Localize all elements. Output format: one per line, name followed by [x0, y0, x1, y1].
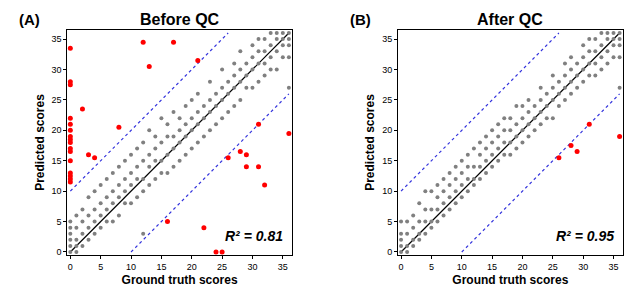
- svg-text:10: 10: [126, 262, 136, 272]
- svg-text:35: 35: [609, 262, 619, 272]
- svg-text:Ground truth scores: Ground truth scores: [122, 273, 238, 287]
- svg-text:30: 30: [578, 262, 588, 272]
- svg-text:35: 35: [278, 262, 288, 272]
- svg-text:15: 15: [51, 156, 61, 166]
- svg-text:5: 5: [98, 262, 103, 272]
- svg-text:35: 35: [382, 34, 392, 44]
- svg-text:5: 5: [429, 262, 434, 272]
- svg-text:20: 20: [187, 262, 197, 272]
- svg-text:25: 25: [51, 95, 61, 105]
- svg-text:(A): (A): [19, 11, 40, 28]
- svg-text:Predicted scores: Predicted scores: [33, 94, 47, 191]
- svg-text:20: 20: [51, 125, 61, 135]
- svg-text:20: 20: [517, 262, 527, 272]
- svg-text:Before QC: Before QC: [140, 11, 220, 28]
- svg-text:15: 15: [487, 262, 497, 272]
- svg-text:30: 30: [382, 65, 392, 75]
- svg-text:35: 35: [51, 34, 61, 44]
- svg-text:0: 0: [68, 262, 73, 272]
- svg-text:Predicted scores: Predicted scores: [363, 94, 377, 191]
- svg-text:10: 10: [382, 186, 392, 196]
- svg-text:30: 30: [247, 262, 257, 272]
- svg-text:After QC: After QC: [477, 11, 543, 28]
- svg-text:25: 25: [217, 262, 227, 272]
- svg-text:(B): (B): [350, 11, 371, 28]
- svg-text:25: 25: [548, 262, 558, 272]
- svg-text:0: 0: [56, 247, 61, 257]
- svg-text:R² = 0.95: R² = 0.95: [556, 228, 614, 244]
- svg-text:R² = 0.81: R² = 0.81: [225, 228, 283, 244]
- svg-text:15: 15: [382, 156, 392, 166]
- svg-text:25: 25: [382, 95, 392, 105]
- svg-text:15: 15: [156, 262, 166, 272]
- svg-text:0: 0: [399, 262, 404, 272]
- svg-text:5: 5: [387, 217, 392, 227]
- svg-text:0: 0: [387, 247, 392, 257]
- svg-text:Ground truth scores: Ground truth scores: [452, 273, 568, 287]
- svg-text:30: 30: [51, 65, 61, 75]
- svg-text:10: 10: [457, 262, 467, 272]
- svg-text:20: 20: [382, 125, 392, 135]
- svg-text:5: 5: [56, 217, 61, 227]
- svg-text:10: 10: [51, 186, 61, 196]
